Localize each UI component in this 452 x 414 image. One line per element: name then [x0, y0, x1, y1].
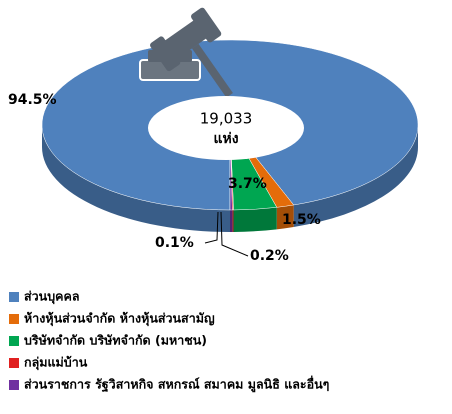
value-label: 94.5%: [8, 92, 57, 108]
center-label-bg: [148, 96, 304, 160]
legend-swatch: [9, 292, 19, 302]
value-label: 3.7%: [228, 176, 267, 192]
slice-side: [234, 207, 277, 232]
slice-side: [230, 210, 232, 232]
legend-swatch: [9, 358, 19, 368]
value-label: 1.5%: [282, 212, 321, 228]
legend-label: บริษัทจำกัด บริษัทจำกัด (มหาชน): [24, 333, 207, 348]
legend-swatch: [9, 314, 19, 324]
legend-label: ห้างหุ้นส่วนจำกัด ห้างหุ้นส่วนสามัญ: [24, 311, 215, 327]
legend-label: ส่วนราชการ รัฐวิสาหกิจ สหกรณ์ สมาคม มูลน…: [24, 376, 330, 393]
legend-label: ส่วนบุคคล: [24, 289, 80, 305]
legend-swatch: [9, 380, 19, 390]
value-label: 0.2%: [250, 248, 289, 264]
center-unit: แห่ง: [213, 131, 238, 147]
legend-swatch: [9, 336, 19, 346]
legend-label: กลุ่มแม่บ้าน: [24, 355, 88, 371]
chart: 19,033 แห่ง 94.5% 1.5% 3.7% 0.1% 0.2% ส่วนบุ…: [0, 0, 452, 414]
slice-side: [232, 210, 233, 232]
value-label: 0.1%: [155, 235, 194, 251]
center-value: 19,033: [200, 110, 253, 128]
